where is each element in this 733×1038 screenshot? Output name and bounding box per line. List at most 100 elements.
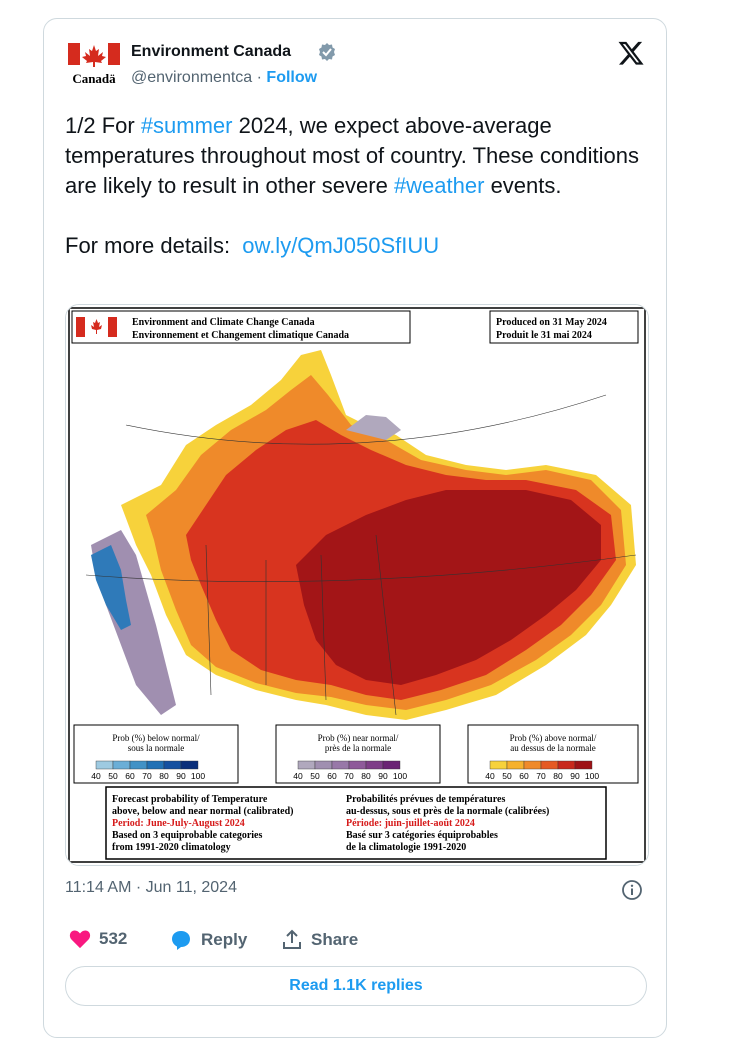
- legend-above-swatch: [574, 760, 593, 770]
- logo-wordmark: Canadä: [72, 71, 116, 86]
- legend-near-title1: Prob (%) near normal/: [318, 733, 399, 743]
- legend-below-tick: 40: [91, 771, 101, 781]
- info-en-2: above, below and near normal (calibrated…: [112, 806, 293, 817]
- legend-near-swatch: [382, 760, 401, 770]
- info-fr-5: de la climatologie 1991-2020: [346, 842, 466, 853]
- tweet-card: Canadä Environment Canada @environmentca…: [43, 18, 667, 1038]
- legend-near-tick: 90: [378, 771, 388, 781]
- reply-button[interactable]: Reply: [169, 929, 247, 951]
- legend-above-swatch: [523, 760, 542, 770]
- legend-near-tick: 80: [361, 771, 371, 781]
- like-count: 532: [99, 929, 128, 948]
- legend-near-tick: 60: [327, 771, 337, 781]
- legend-above-title1: Prob (%) above normal/: [510, 733, 597, 743]
- legend-near-swatches: [297, 760, 401, 770]
- handle-row: @environmentca · Follow: [131, 69, 317, 87]
- legend-above-tick: 60: [519, 771, 529, 781]
- legend-near-tick: 40: [293, 771, 303, 781]
- legend-near-tick: 100: [393, 771, 407, 781]
- x-logo-icon[interactable]: [617, 39, 645, 67]
- legend-below-swatch: [112, 760, 131, 770]
- legend-above-tick: 90: [570, 771, 580, 781]
- legend-above-tick: 80: [553, 771, 563, 781]
- legend-below-ticks: 40 50 60 70 80 90 100: [91, 771, 205, 781]
- map-produced-fr: Produit le 31 mai 2024: [496, 330, 592, 341]
- legend-below-swatch: [129, 760, 148, 770]
- legend-near-tick: 70: [344, 771, 354, 781]
- canada-flag-icon: Canadä: [68, 43, 120, 86]
- legend-below-title1: Prob (%) below normal/: [112, 733, 200, 743]
- legend-above-tick: 50: [502, 771, 512, 781]
- legend-above-swatch: [557, 760, 576, 770]
- legend-below-tick: 50: [108, 771, 118, 781]
- legend-above-tick: 70: [536, 771, 546, 781]
- tweet-text-part: 1/2 For: [65, 113, 141, 138]
- info-icon[interactable]: [621, 879, 643, 901]
- details-link[interactable]: ow.ly/QmJ050SfIUU: [242, 233, 440, 258]
- legend-near: Prob (%) near normal/ près de la normale…: [275, 724, 441, 784]
- like-button[interactable]: 532: [69, 929, 127, 949]
- legend-above: Prob (%) above normal/ au dessus de la n…: [467, 724, 639, 784]
- info-fr-4: Basé sur 3 catégories équiprobables: [346, 830, 498, 841]
- forecast-map-image[interactable]: Environment and Climate Change Canada En…: [65, 304, 649, 866]
- map-header-fr: Environnement et Changement climatique C…: [132, 330, 349, 341]
- legend-near-title2: près de la normale: [325, 743, 391, 753]
- temperature-forecast-map: Environment and Climate Change Canada En…: [66, 305, 648, 865]
- verified-badge-icon: [318, 43, 336, 61]
- hashtag-summer[interactable]: #summer: [140, 113, 233, 138]
- legend-near-swatch: [297, 760, 316, 770]
- legend-below-swatch: [146, 760, 165, 770]
- info-en-3: Period: June-July-August 2024: [112, 818, 245, 829]
- legend-near-swatch: [331, 760, 350, 770]
- map-produced-box: Produced on 31 May 2024 Produit le 31 ma…: [489, 310, 639, 344]
- legend-above-swatch: [506, 760, 525, 770]
- legend-below-tick: 90: [176, 771, 186, 781]
- avatar[interactable]: Canadä: [68, 41, 120, 87]
- legend-above-tick: 100: [585, 771, 599, 781]
- follow-button[interactable]: Follow: [266, 69, 318, 86]
- hashtag-weather[interactable]: #weather: [393, 173, 485, 198]
- tweet-actions: 532 Reply Share: [65, 929, 645, 959]
- info-fr-3: Période: juin-juillet-août 2024: [346, 818, 475, 829]
- legend-below-swatch: [163, 760, 182, 770]
- tweet-text-part: events.: [484, 173, 562, 198]
- province-borders: [85, 394, 637, 716]
- map-info-box: Forecast probability of Temperature abov…: [105, 786, 607, 860]
- legend-below-tick: 70: [142, 771, 152, 781]
- map-header-box: Environment and Climate Change Canada En…: [71, 310, 411, 344]
- legend-near-swatch: [314, 760, 333, 770]
- info-en-1: Forecast probability of Temperature: [112, 794, 268, 805]
- separator-dot: ·: [256, 69, 267, 86]
- map-produced-en: Produced on 31 May 2024: [496, 317, 607, 328]
- legend-below-tick: 60: [125, 771, 135, 781]
- tweet-text-part: 2024, we expect above-average temperatur…: [65, 113, 639, 198]
- legend-below-swatch: [95, 760, 114, 770]
- info-fr-1: Probabilités prévues de températures: [346, 794, 505, 805]
- legend-near-swatch: [365, 760, 384, 770]
- legend-below-tick: 80: [159, 771, 169, 781]
- legend-below-swatch: [180, 760, 199, 770]
- legend-above-swatch: [489, 760, 508, 770]
- author-handle[interactable]: @environmentca: [131, 69, 253, 86]
- author-name[interactable]: Environment Canada: [131, 43, 292, 60]
- legend-above-ticks: 40 50 60 70 80 90 100: [485, 771, 599, 781]
- legend-near-ticks: 40 50 60 70 80 90 100: [293, 771, 407, 781]
- share-label: Share: [311, 930, 359, 949]
- reply-icon: [172, 931, 190, 950]
- legend-above-title2: au dessus de la normale: [510, 743, 595, 753]
- info-en-5: from 1991-2020 climatology: [112, 842, 231, 853]
- read-replies-button[interactable]: Read 1.1K replies: [65, 966, 647, 1006]
- legend-below-swatches: [95, 760, 199, 770]
- share-button[interactable]: Share: [281, 929, 358, 951]
- legend-above-tick: 40: [485, 771, 495, 781]
- legend-above-swatch: [540, 760, 559, 770]
- reply-label: Reply: [201, 930, 248, 949]
- legend-below: Prob (%) below normal/ sous la normale 4…: [73, 724, 239, 784]
- share-icon: [283, 929, 301, 949]
- info-en-4: Based on 3 equiprobable categories: [112, 830, 262, 841]
- legend-near-swatch: [348, 760, 367, 770]
- legend-below-tick: 100: [191, 771, 205, 781]
- legend-above-swatches: [489, 760, 593, 770]
- info-fr-2: au-dessus, sous et près de la normale (c…: [346, 806, 549, 817]
- tweet-timestamp[interactable]: 11:14 AM · Jun 11, 2024: [65, 879, 237, 896]
